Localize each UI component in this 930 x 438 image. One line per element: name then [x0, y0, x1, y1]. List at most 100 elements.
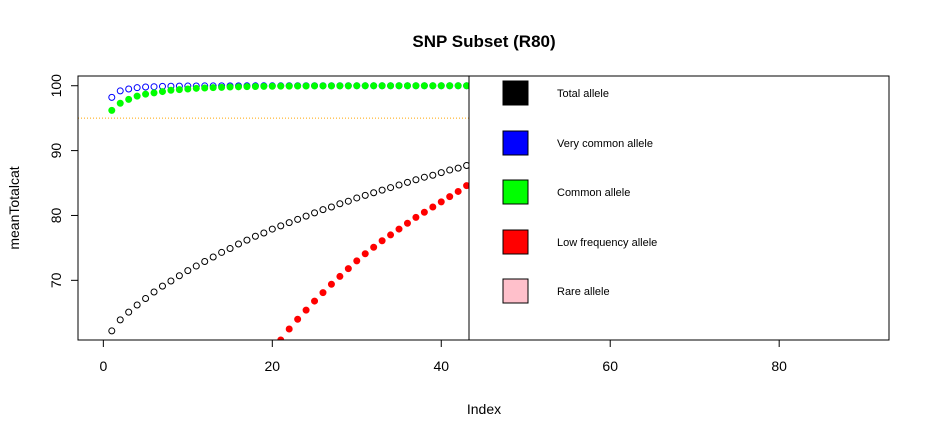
data-point — [277, 82, 285, 90]
data-point — [277, 336, 285, 340]
data-point — [218, 83, 226, 91]
data-point — [353, 257, 361, 265]
data-point — [378, 237, 386, 245]
data-point — [201, 84, 209, 92]
data-point — [387, 82, 395, 90]
data-point — [403, 178, 411, 186]
data-point — [277, 222, 285, 230]
y-tick-label: 100 — [48, 74, 64, 98]
data-point — [285, 219, 293, 227]
data-point — [251, 83, 259, 91]
legend-swatch — [502, 278, 529, 304]
data-point — [353, 194, 361, 202]
legend-item: Total allele — [502, 80, 609, 106]
data-point — [327, 280, 335, 288]
data-point — [209, 84, 217, 92]
data-point — [235, 83, 243, 91]
data-point — [158, 282, 166, 290]
data-point — [378, 186, 386, 194]
data-point — [285, 325, 293, 333]
data-point — [125, 95, 133, 103]
data-point — [420, 208, 428, 216]
series-0 — [108, 156, 479, 335]
data-point — [361, 250, 369, 258]
chart-title: SNP Subset (R80) — [412, 32, 555, 51]
data-point — [133, 84, 141, 92]
data-point — [150, 89, 158, 97]
data-point — [167, 86, 175, 94]
data-point — [429, 171, 437, 179]
data-point — [327, 203, 335, 211]
data-point — [243, 236, 251, 244]
data-point — [294, 315, 302, 323]
y-axis-label: meanTotalcat — [6, 166, 22, 249]
data-point — [175, 86, 183, 94]
data-point — [395, 82, 403, 90]
legend: Total allele Very common allele Common all… — [468, 75, 890, 341]
data-point — [108, 93, 116, 101]
data-point — [454, 82, 462, 90]
data-point — [336, 272, 344, 280]
data-point — [294, 215, 302, 223]
y-tick-label: 70 — [48, 272, 64, 288]
data-point — [158, 88, 166, 96]
data-point — [133, 92, 141, 100]
legend-swatch — [502, 80, 529, 106]
legend-item: Common allele — [502, 179, 630, 205]
data-point — [175, 272, 183, 280]
data-point — [311, 209, 319, 217]
legend-swatch — [502, 179, 529, 205]
data-point — [446, 193, 454, 201]
data-point — [403, 219, 411, 227]
data-point — [446, 82, 454, 90]
data-point — [327, 82, 335, 90]
data-point — [412, 176, 420, 184]
data-point — [361, 82, 369, 90]
data-point — [201, 258, 209, 266]
data-point — [142, 294, 150, 302]
data-point — [209, 253, 217, 261]
data-point — [302, 212, 310, 220]
data-point — [116, 87, 124, 95]
legend-box — [468, 75, 890, 341]
data-point — [167, 277, 175, 285]
data-point — [226, 83, 234, 91]
data-point — [218, 248, 226, 256]
series-3 — [277, 176, 479, 340]
data-point — [437, 198, 445, 206]
data-point — [142, 90, 150, 98]
data-point — [302, 306, 310, 314]
data-point — [116, 99, 124, 107]
legend-item: Low frequency allele — [502, 229, 657, 255]
data-point — [378, 82, 386, 90]
x-tick-label: 0 — [99, 358, 107, 374]
y-tick-label: 90 — [48, 143, 64, 159]
data-point — [311, 82, 319, 90]
data-point — [260, 229, 268, 237]
data-point — [429, 82, 437, 90]
data-point — [150, 83, 158, 91]
legend-swatch — [502, 229, 529, 255]
data-point — [361, 191, 369, 199]
legend-item: Rare allele — [502, 278, 610, 304]
data-point — [370, 82, 378, 90]
plot-area — [78, 82, 889, 340]
data-point — [226, 245, 234, 253]
data-point — [319, 82, 327, 90]
data-point — [370, 189, 378, 197]
data-point — [319, 206, 327, 214]
legend-item: Very common allele — [502, 130, 653, 156]
data-point — [412, 213, 420, 221]
data-point — [420, 82, 428, 90]
data-point — [108, 106, 116, 114]
data-point — [302, 82, 310, 90]
data-point — [251, 232, 259, 240]
x-tick-label: 80 — [771, 358, 787, 374]
data-point — [260, 82, 268, 90]
data-point — [454, 164, 462, 172]
data-point — [184, 267, 192, 275]
data-point — [142, 83, 150, 91]
data-point — [446, 166, 454, 174]
x-tick-label: 40 — [433, 358, 449, 374]
